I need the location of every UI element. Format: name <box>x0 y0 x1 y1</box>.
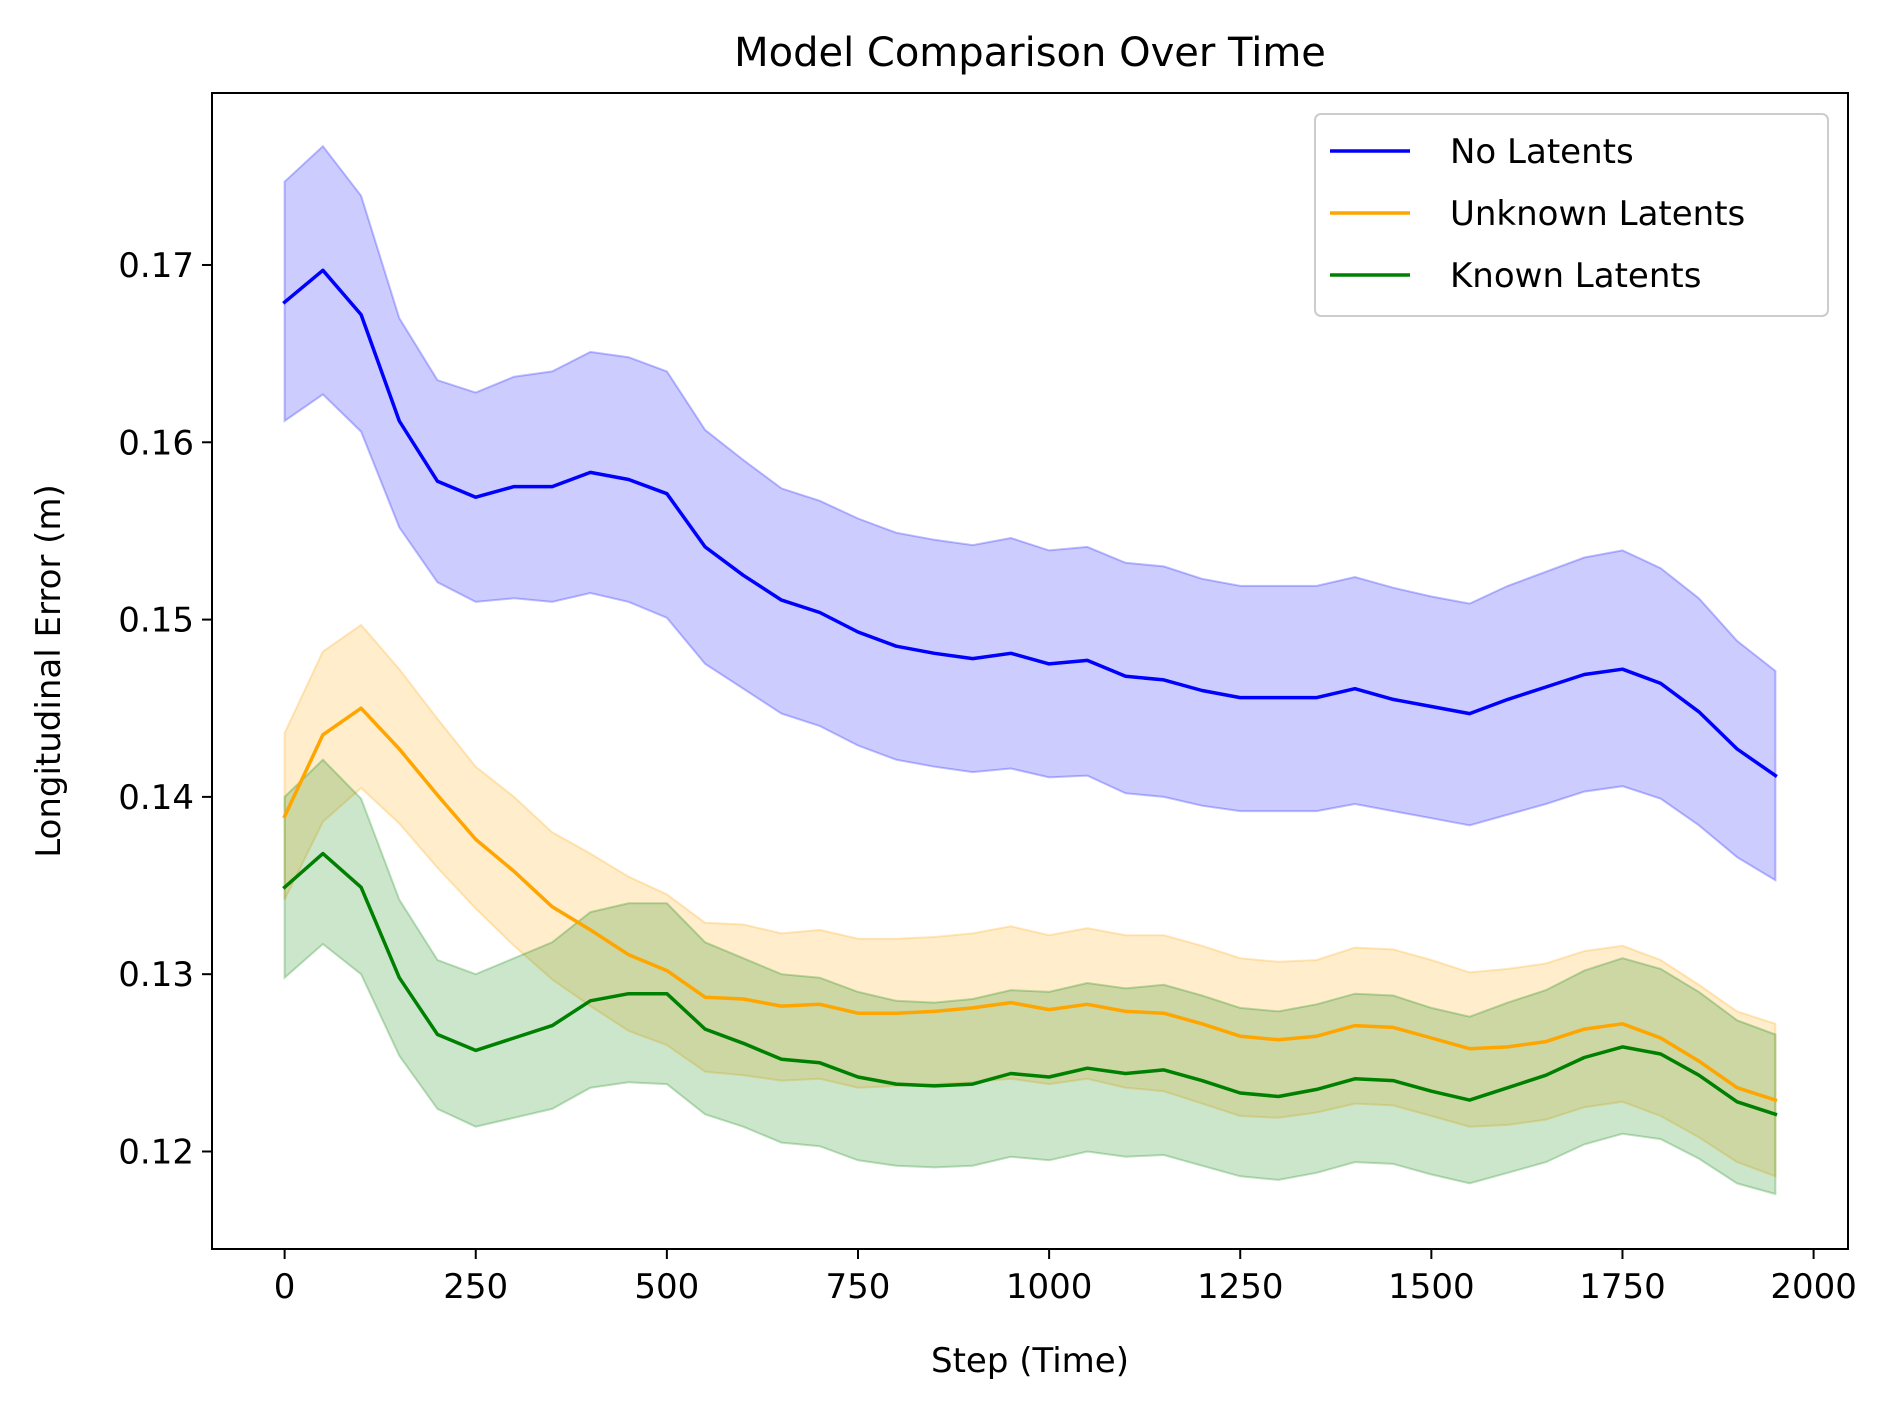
legend-box <box>1314 113 1829 317</box>
x-tick-label: 750 <box>826 1267 891 1307</box>
y-tick-label: 0.12 <box>118 1132 194 1172</box>
unknown-latents-band <box>283 623 1777 1178</box>
known-latents-band <box>283 758 1777 1196</box>
no-latents-band <box>283 144 1777 882</box>
x-tick-label: 1000 <box>1006 1267 1093 1307</box>
unknown-latents-line <box>282 706 1778 1103</box>
legend-label-unknown-latents: Unknown Latents <box>1450 194 1745 234</box>
y-tick-label: 0.15 <box>118 601 194 641</box>
chart-title: Model Comparison Over Time <box>734 30 1326 76</box>
no-latents-line <box>282 268 1778 779</box>
x-axis-label: Step (Time) <box>931 1341 1129 1381</box>
plot-frame <box>211 92 1849 1250</box>
legend-label-known-latents: Known Latents <box>1450 256 1701 296</box>
legend: No Latents Unknown Latents Known Latents <box>1314 113 1829 317</box>
confidence-bands <box>283 144 1777 1196</box>
x-tick-label: 1750 <box>1579 1267 1666 1307</box>
x-tick-label: 250 <box>443 1267 508 1307</box>
y-tick-label: 0.13 <box>118 955 194 995</box>
y-tick-label: 0.17 <box>118 246 194 286</box>
y-tick-label: 0.14 <box>118 778 194 818</box>
legend-label-no-latents: No Latents <box>1450 132 1634 172</box>
x-tick-label: 2000 <box>1770 1267 1857 1307</box>
y-axis-label: Longitudinal Error (m) <box>29 484 69 858</box>
x-tick-label: 1500 <box>1388 1267 1475 1307</box>
x-tick-label: 1250 <box>1197 1267 1284 1307</box>
x-tick-label: 500 <box>634 1267 699 1307</box>
x-tick-label: 0 <box>274 1267 296 1307</box>
y-tick-label: 0.16 <box>118 423 194 463</box>
series-lines <box>282 268 1778 1117</box>
x-axis-ticks: 0 250 500 750 1000 1250 1500 1750 2000 <box>274 1249 1857 1307</box>
known-latents-line <box>282 851 1778 1117</box>
y-axis-ticks: 0.12 0.13 0.14 0.15 0.16 0.17 <box>118 246 212 1172</box>
